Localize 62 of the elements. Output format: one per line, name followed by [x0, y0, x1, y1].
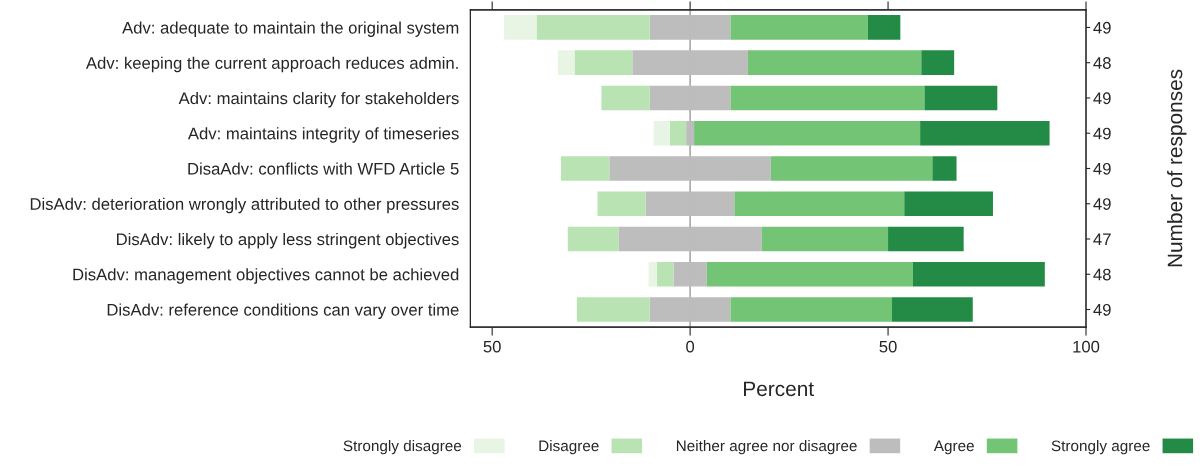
bar: [867, 15, 901, 40]
bar: [706, 261, 913, 287]
bar: [656, 261, 674, 287]
bar: [932, 156, 957, 181]
x-axis-title: Percent: [744, 381, 814, 397]
legend-label: Agree: [933, 440, 974, 455]
bar: [770, 156, 933, 181]
y2-tick-label: 49: [1093, 303, 1111, 316]
y2-tick-label: 48: [1093, 268, 1111, 281]
bar: [574, 50, 633, 76]
bar: [686, 120, 691, 146]
bar: [653, 120, 670, 146]
bar: [924, 85, 998, 111]
bar: [904, 191, 993, 217]
y-tick-label: Adv: maintains integrity of timeseries: [187, 127, 459, 143]
bar: [561, 156, 610, 181]
y-tick-label: DisAdv: reference conditions can vary over time: [107, 303, 459, 319]
bar: [734, 191, 905, 217]
y2-axis-title: Number of responses: [1167, 69, 1187, 267]
y2-tick-label: 49: [1093, 162, 1111, 175]
legend-label: Disagree: [539, 440, 599, 455]
legend-label: Strongly disagree: [343, 440, 462, 455]
y-tick-label: DisAdv: management objectives cannot be achieved: [73, 268, 459, 284]
y2-tick-label: 49: [1093, 21, 1111, 34]
y2-tick-label: 49: [1093, 127, 1111, 140]
y-tick-label: DisAdv: likely to apply less stringent objectives: [117, 232, 459, 249]
y-tick-label: Adv: maintains clarity for stakeholders: [178, 91, 459, 108]
y-tick-label: Adv: adequate to maintain the original system: [122, 21, 459, 37]
bar: [567, 226, 619, 252]
bar: [761, 226, 889, 252]
y-tick-label: DisAdv: deterioration wrongly attributed to other pressures: [30, 197, 459, 214]
bar: [648, 261, 657, 287]
bar: [557, 50, 575, 76]
y2-tick-label: 49: [1093, 92, 1111, 105]
bar: [921, 50, 955, 76]
x-tick-label: 0: [686, 340, 695, 353]
bar: [747, 50, 922, 76]
bar: [576, 297, 650, 322]
bar: [536, 15, 650, 40]
bar: [730, 85, 925, 111]
y2-tick-label: 47: [1093, 233, 1111, 246]
bar: [913, 261, 1045, 287]
bar: [920, 120, 1050, 146]
bar: [597, 191, 646, 217]
y-tick-label: Adv: keeping the current approach reduces admin.: [85, 56, 458, 73]
x-tick-label: 100: [1073, 340, 1100, 353]
legend-label: Neither agree nor disagree: [676, 440, 857, 455]
bar: [730, 15, 868, 40]
bar: [690, 120, 695, 146]
y2-tick-label: 49: [1093, 198, 1111, 210]
x-tick-label: 50: [483, 340, 501, 353]
bar: [730, 297, 893, 322]
bar: [669, 120, 687, 146]
bar: [694, 120, 921, 146]
x-tick-label: 50: [879, 340, 897, 353]
bar: [504, 15, 537, 40]
y2-tick-label: 48: [1093, 57, 1111, 69]
y-tick-label: DisaAdv: conflicts with WFD Article 5: [188, 162, 459, 175]
bar: [601, 85, 650, 111]
legend-label: Strongly agree: [1051, 440, 1150, 455]
bar: [892, 297, 973, 322]
bar: [888, 226, 964, 252]
